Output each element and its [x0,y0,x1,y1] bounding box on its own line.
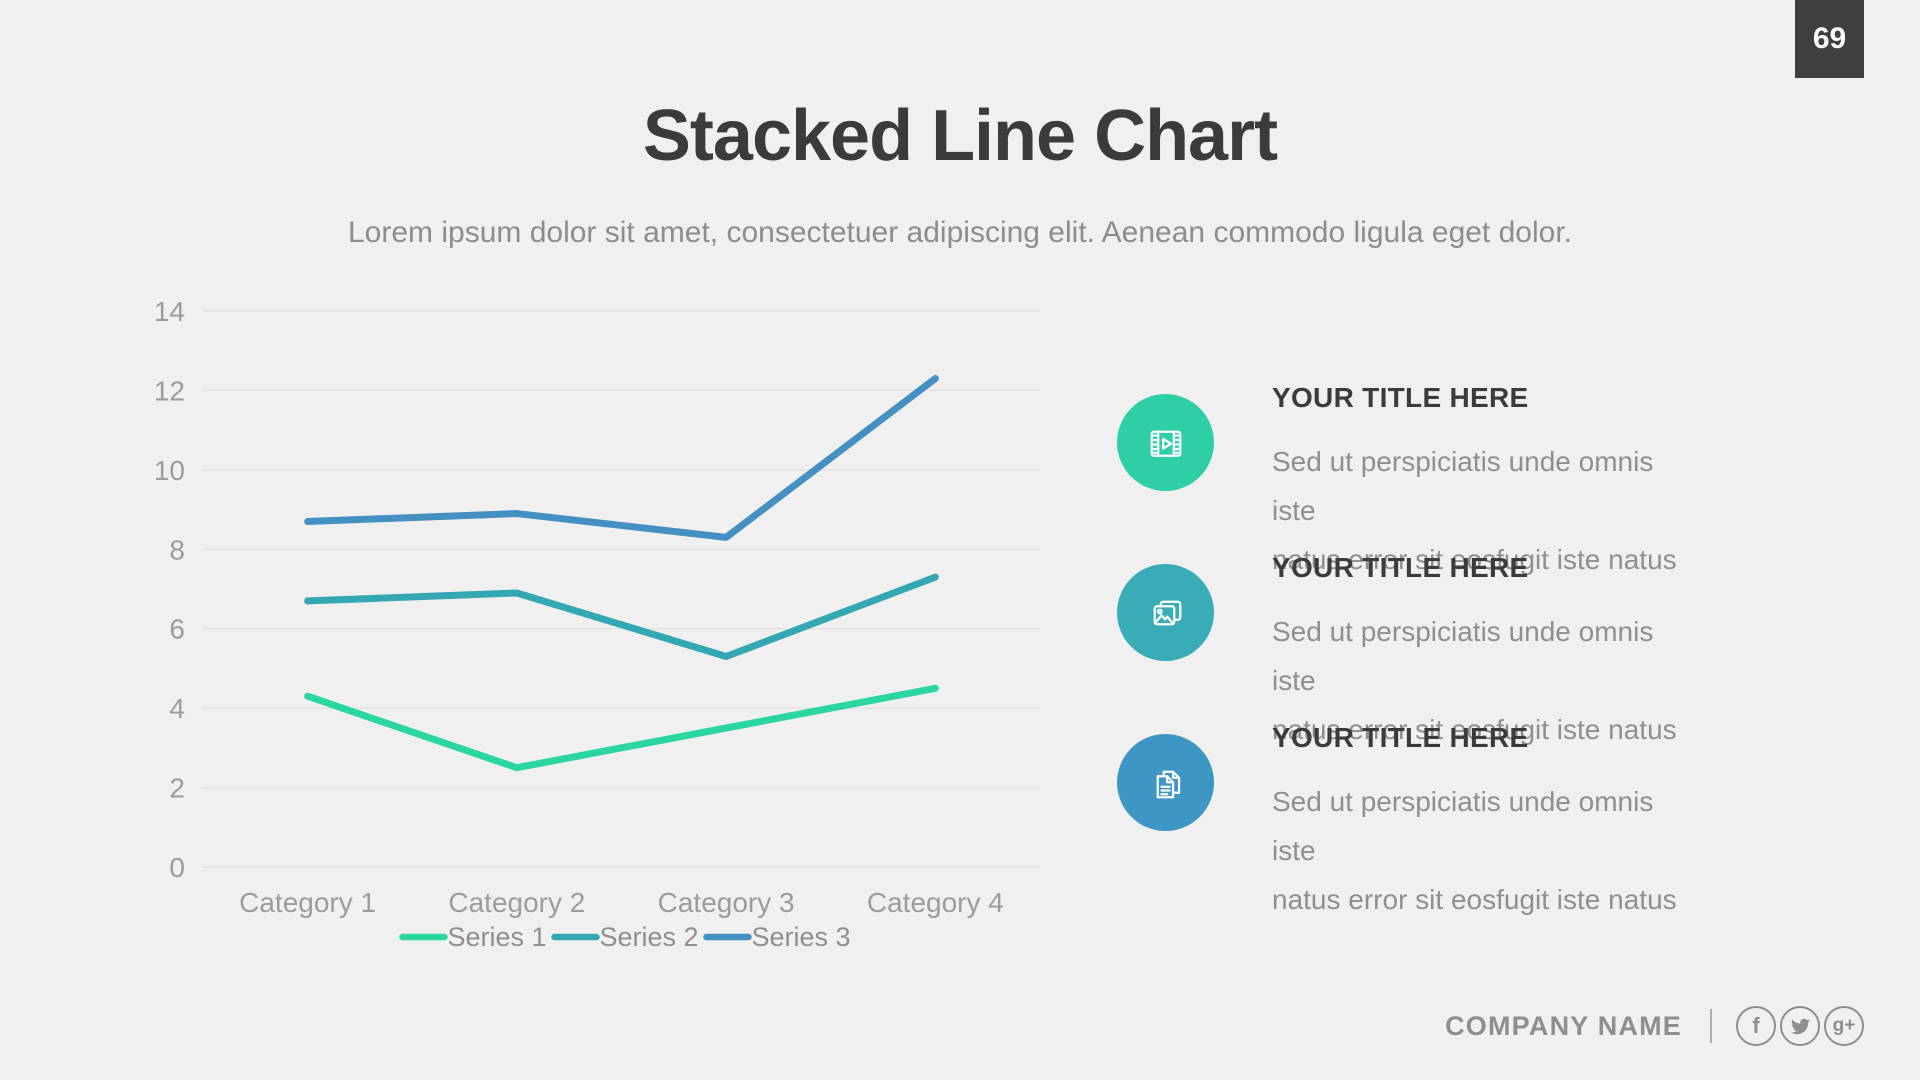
photos-icon [1117,564,1214,661]
feature-title: YOUR TITLE HERE [1272,552,1529,583]
feature-text: YOUR TITLE HERE Sed ut perspiciatis unde… [1272,553,1692,754]
feature-list: YOUR TITLE HERE Sed ut perspiciatis unde… [1117,381,1717,915]
film-icon [1117,394,1214,491]
legend-label: Series 1 [448,922,547,952]
feature-body-line: natus error sit eosfugit iste natus [1272,884,1677,915]
x-category-label: Category 4 [867,887,1004,918]
feature-row: YOUR TITLE HERE Sed ut perspiciatis unde… [1117,721,1717,915]
page-number: 69 [1812,22,1847,55]
legend-label: Series 2 [600,922,699,952]
feature-body-line: Sed ut perspiciatis unde omnis iste [1272,616,1654,696]
series-line-series-2 [304,573,939,661]
stacked-line-chart: 0 2 4 6 8 10 12 14 Category 1 Category 2 Category … [100,280,1100,980]
feature-body-line: natus error sit eosfugit iste natus [1272,714,1677,745]
y-tick-label: 0 [169,852,185,883]
header: Stacked Line Chart Lorem ipsum dolor sit… [0,100,1920,250]
y-tick-label: 12 [154,375,185,406]
x-category-label: Category 2 [448,887,585,918]
feature-body: Sed ut perspiciatis unde omnis iste natu… [1272,437,1692,584]
y-tick-label: 4 [169,693,185,724]
footer-divider [1710,1009,1712,1043]
series-line-series-3 [304,375,939,541]
chart-canvas: 0 2 4 6 8 10 12 14 Category 1 Category 2 Category … [154,296,1040,952]
feature-text: YOUR TITLE HERE Sed ut perspiciatis unde… [1272,383,1692,584]
documents-icon [1117,734,1214,831]
x-category-label: Category 3 [658,887,795,918]
page-subtitle: Lorem ipsum dolor sit amet, consectetuer… [347,216,1572,249]
feature-row: YOUR TITLE HERE Sed ut perspiciatis unde… [1117,381,1717,575]
feature-title: YOUR TITLE HERE [1272,382,1529,413]
google-plus-icon[interactable]: g+ [1824,1006,1864,1046]
social-links: f g+ [1736,1006,1864,1046]
page-title: Stacked Line Chart [642,96,1278,176]
series-line-series-1 [304,684,939,772]
feature-body-line: Sed ut perspiciatis unde omnis iste [1272,786,1654,866]
footer: COMPANY NAME f g+ [1445,1004,1864,1048]
y-tick-label: 6 [169,614,185,645]
facebook-icon[interactable]: f [1736,1006,1776,1046]
feature-body: Sed ut perspiciatis unde omnis iste natu… [1272,607,1692,754]
company-name: COMPANY NAME [1445,1010,1682,1041]
feature-title: YOUR TITLE HERE [1272,722,1529,753]
twitter-bird-glyph [1790,1018,1810,1034]
y-tick-label: 8 [169,534,185,565]
y-tick-label: 14 [154,296,185,327]
x-category-label: Category 1 [239,887,376,918]
feature-text: YOUR TITLE HERE Sed ut perspiciatis unde… [1272,723,1692,924]
page-number-badge: 69 [1795,0,1864,78]
twitter-icon[interactable] [1780,1006,1820,1046]
y-tick-label: 2 [169,773,185,804]
y-tick-label: 10 [154,455,185,486]
legend-label: Series 3 [752,922,851,952]
feature-body-line: Sed ut perspiciatis unde omnis iste [1272,446,1654,526]
feature-body-line: natus error sit eosfugit iste natus [1272,544,1677,575]
feature-row: YOUR TITLE HERE Sed ut perspiciatis unde… [1117,551,1717,745]
feature-body: Sed ut perspiciatis unde omnis iste natu… [1272,777,1692,924]
